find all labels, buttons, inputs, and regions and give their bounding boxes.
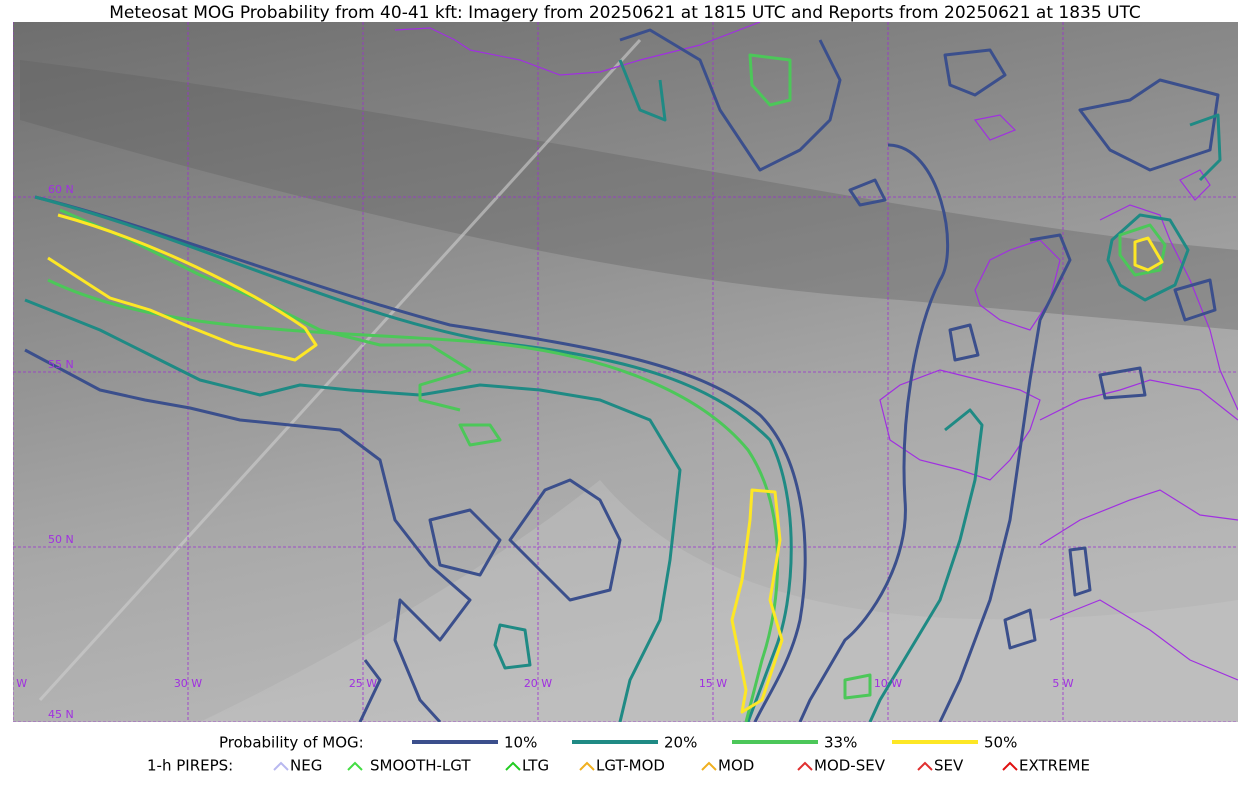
legend: Probability of MOG: 10% 20% 33% 50% 1-h PIREP… (147, 734, 1090, 775)
lon-label: 5 W (1052, 677, 1073, 690)
legend-title: Probability of MOG: (219, 734, 364, 752)
legend-symbol (1002, 761, 1018, 771)
legend-symbol (701, 761, 717, 771)
lon-label: 20 W (524, 677, 552, 690)
lon-label: 35 W (0, 677, 27, 690)
lat-label: 50 N (48, 533, 74, 546)
legend-label: LTG (522, 757, 549, 775)
lat-label: 55 N (48, 358, 74, 371)
lon-label: 30 W (174, 677, 202, 690)
legend-symbol (505, 761, 521, 771)
legend-label: NEG (290, 757, 322, 775)
legend-symbol (273, 761, 289, 771)
lon-label: 15 W (699, 677, 727, 690)
legend-label: 10% (504, 734, 537, 752)
coastlines (394, 22, 1238, 681)
legend-symbol (579, 761, 595, 771)
legend-label: 20% (664, 734, 697, 752)
lat-label: 60 N (48, 183, 74, 196)
contrail (38, 38, 642, 702)
lon-label: 25 W (349, 677, 377, 690)
dark-band (20, 60, 1238, 330)
legend-symbol (797, 761, 813, 771)
contours (24, 28, 1222, 722)
lat-labels: 60 N 55 N 50 N 45 N (48, 183, 74, 721)
legend-label: 50% (984, 734, 1017, 752)
legend-title: 1-h PIREPS: (147, 757, 233, 775)
legend-label: 33% (824, 734, 857, 752)
map: 60 N 55 N 50 N 45 N 35 W 30 W 25 W 20 W 15 W 10 … (0, 22, 1238, 722)
lon-label: 10 W (874, 677, 902, 690)
legend-label: MOD (718, 757, 754, 775)
legend-label: MOD-SEV (814, 757, 886, 775)
title: Meteosat MOG Probability from 40-41 kft:… (109, 3, 1141, 23)
legend-symbol (917, 761, 933, 771)
legend-label: SMOOTH-LGT (370, 757, 471, 775)
cloud (200, 480, 1238, 722)
graticule (13, 22, 1238, 722)
legend-label: LGT-MOD (596, 757, 665, 775)
legend-label: EXTREME (1019, 757, 1090, 775)
legend-symbol (347, 761, 363, 771)
legend-label: SEV (934, 757, 964, 775)
lat-label: 45 N (48, 708, 74, 721)
lon-labels: 35 W 30 W 25 W 20 W 15 W 10 W 5 W (0, 677, 1074, 690)
